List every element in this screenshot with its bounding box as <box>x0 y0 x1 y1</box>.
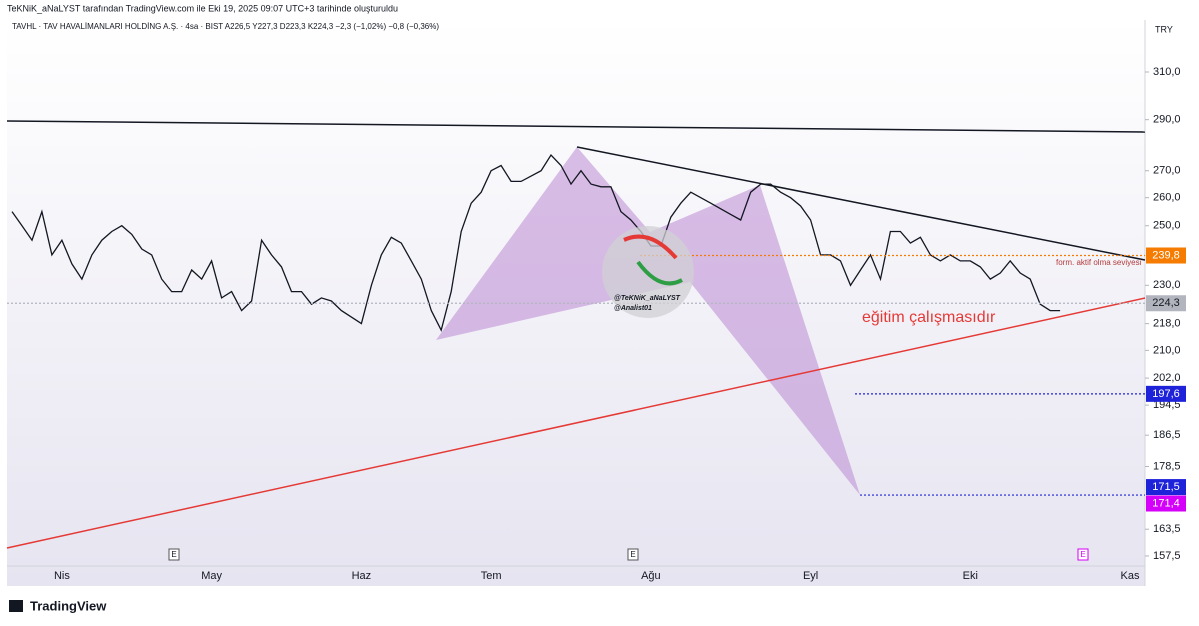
x-tick-label: Eki <box>963 570 978 582</box>
price-label-bg <box>1146 495 1186 512</box>
trendline <box>6 297 1146 549</box>
y-tick-label: 290,0 <box>1153 114 1181 126</box>
y-tick-label: 218,0 <box>1153 318 1181 330</box>
y-tick-label: 270,0 <box>1153 165 1181 177</box>
price-label-bg <box>1146 479 1186 496</box>
x-tick-label: Kas <box>1121 570 1140 582</box>
y-tick-label: 202,0 <box>1153 372 1181 384</box>
event-marker-label: E <box>1080 550 1085 559</box>
x-tick-label: May <box>201 570 222 582</box>
price-label: 171,4 <box>1152 497 1180 509</box>
watermark-text: @Analist01 <box>614 305 652 312</box>
y-tick-label: 310,0 <box>1153 66 1181 78</box>
annotation: eğitim çalışmasıdır <box>862 309 996 326</box>
x-tick-label: Eyl <box>803 570 818 582</box>
watermark-arrow <box>623 234 678 260</box>
y-tick-label: 194,5 <box>1153 399 1181 411</box>
x-tick-label: Tem <box>481 570 502 582</box>
y-tick-label: 230,0 <box>1153 279 1181 291</box>
y-tick-label: 157,5 <box>1153 550 1181 562</box>
price-label-bg <box>1146 247 1186 264</box>
pattern-wing <box>650 185 860 495</box>
price-label-bg <box>1146 295 1186 312</box>
y-tick-label: 178,5 <box>1153 460 1181 472</box>
event-marker[interactable] <box>1077 548 1089 561</box>
brand-logo <box>9 600 23 612</box>
watermark-arrow <box>636 260 683 286</box>
brand: TradingView <box>30 598 107 613</box>
price-label: 171,5 <box>1152 481 1180 493</box>
event-marker[interactable] <box>168 548 180 561</box>
x-tick-label: Ağu <box>641 570 661 582</box>
price-label: 224,3 <box>1152 297 1180 309</box>
y-tick-label: 186,5 <box>1153 429 1181 441</box>
y-tick-label: 250,0 <box>1153 220 1181 232</box>
x-tick-label: Nis <box>54 570 70 582</box>
currency: TRY <box>1155 24 1173 34</box>
trendline <box>576 146 1146 261</box>
price-label-bg <box>1146 385 1186 402</box>
y-tick-label: 260,0 <box>1153 192 1181 204</box>
event-marker[interactable] <box>627 548 639 561</box>
y-tick-label: 163,5 <box>1153 523 1181 535</box>
y-tick-label: 210,0 <box>1153 344 1181 356</box>
event-marker-label: E <box>171 550 176 559</box>
symbol-line: TAVHL · TAV HAVALİMANLARI HOLDİNG A.Ş. ·… <box>12 22 439 31</box>
price-label: 239,8 <box>1152 249 1180 261</box>
watermark-text: @TeKNiK_aNaLYST <box>614 295 681 302</box>
price-label: 197,6 <box>1152 388 1180 400</box>
attribution: TeKNiK_aNaLYST tarafından TradingView.co… <box>7 3 398 13</box>
x-tick-label: Haz <box>352 570 372 582</box>
event-marker-label: E <box>630 550 635 559</box>
trendline <box>6 120 1146 133</box>
annotation: form. aktif olma seviyesi <box>1056 258 1142 267</box>
